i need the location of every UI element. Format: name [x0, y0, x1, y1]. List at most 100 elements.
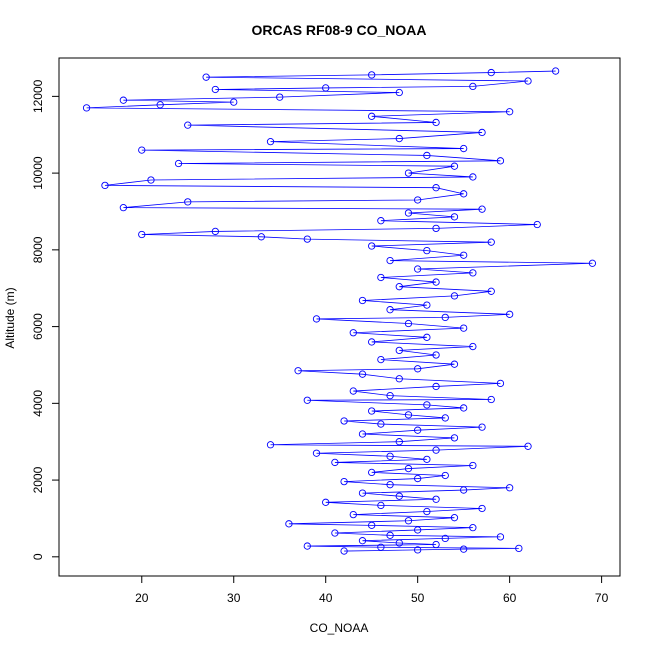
data-point: [505, 108, 514, 116]
data-point: [441, 313, 449, 322]
data-point: [469, 461, 477, 470]
data-point: [496, 379, 505, 388]
data-point: [404, 517, 413, 525]
data-point: [414, 196, 422, 204]
data-point: [423, 507, 431, 516]
data-point: [377, 420, 385, 428]
data-point: [487, 395, 495, 404]
data-point: [358, 370, 367, 378]
data-point: [432, 118, 440, 127]
data-point: [285, 520, 293, 528]
data-point: [533, 220, 541, 229]
data-point: [211, 85, 219, 94]
data-point: [386, 531, 394, 539]
x-tick-label: 50: [411, 591, 425, 605]
data-point: [276, 93, 284, 101]
data-point: [312, 449, 321, 457]
data-point: [395, 134, 403, 143]
data-point: [358, 430, 367, 438]
series-line: [86, 70, 593, 552]
data-point: [487, 68, 495, 77]
data-point: [386, 256, 394, 265]
data-point: [368, 242, 376, 250]
data-point: [450, 514, 459, 522]
data-point: [487, 287, 495, 295]
x-tick-label: 30: [227, 591, 241, 605]
data-point: [432, 278, 440, 286]
y-tick-label: 4000: [31, 390, 45, 417]
data-point: [312, 315, 321, 323]
data-point: [174, 159, 183, 168]
data-point: [478, 205, 486, 213]
data-point: [368, 468, 376, 477]
data-point: [349, 510, 357, 519]
data-point: [524, 77, 532, 85]
data-point: [414, 474, 422, 483]
data-point: [377, 543, 385, 551]
data-point: [441, 534, 449, 543]
data-point: [377, 273, 385, 282]
x-tick-label: 60: [503, 591, 517, 605]
data-point: [257, 233, 265, 241]
data-point: [515, 544, 523, 553]
data-point: [368, 112, 376, 120]
data-point: [156, 101, 164, 109]
data-point: [340, 417, 348, 425]
data-point: [386, 392, 394, 400]
data-point: [386, 306, 394, 314]
data-point: [414, 365, 422, 373]
data-point: [505, 310, 514, 318]
data-point: [432, 351, 440, 359]
data-point: [432, 540, 440, 549]
data-point: [460, 144, 468, 153]
data-point: [386, 452, 394, 460]
data-point: [469, 524, 477, 532]
data-point: [377, 355, 385, 364]
data-point: [395, 346, 403, 355]
y-tick-label: 6000: [31, 313, 45, 340]
data-point: [395, 492, 403, 500]
data-point: [460, 545, 468, 553]
data-point: [395, 88, 403, 97]
data-point: [303, 542, 311, 550]
data-point: [377, 217, 385, 225]
axes: 20 30 40 50 60 70 0 2000 4000 6000 8000 10000 12000: [31, 57, 621, 605]
data-point: [404, 319, 413, 328]
data-point: [386, 481, 394, 489]
data-point: [322, 84, 330, 92]
data-point: [460, 190, 468, 198]
data-point: [414, 426, 422, 434]
data-point: [395, 283, 403, 291]
data-point: [368, 338, 376, 346]
data-point: [450, 434, 459, 442]
data-point: [184, 198, 192, 206]
data-point: [505, 484, 514, 492]
data-point: [551, 67, 560, 75]
data-point: [211, 227, 219, 236]
chart-title: ORCAS RF08-9 CO_NOAA: [251, 22, 426, 38]
data-point: [432, 184, 440, 192]
data-point: [469, 269, 477, 277]
data-point: [230, 98, 238, 106]
data-point: [184, 121, 192, 129]
data-point: [138, 146, 146, 154]
data-point: [303, 235, 311, 243]
data-point: [450, 162, 459, 170]
data-point: [368, 71, 376, 79]
data-point: [460, 324, 468, 332]
data-point: [82, 104, 91, 112]
data-point: [478, 504, 486, 513]
data-point: [414, 526, 422, 534]
data-point: [395, 375, 403, 383]
x-tick-label: 70: [595, 591, 609, 605]
data-point: [266, 441, 275, 449]
data-point: [202, 73, 210, 81]
data-point: [404, 209, 413, 217]
data-point: [450, 360, 459, 368]
data-point: [469, 342, 477, 351]
y-tick-label: 8000: [31, 236, 45, 263]
data-point: [432, 382, 440, 391]
y-axis-label: Altitude (m): [3, 287, 17, 348]
